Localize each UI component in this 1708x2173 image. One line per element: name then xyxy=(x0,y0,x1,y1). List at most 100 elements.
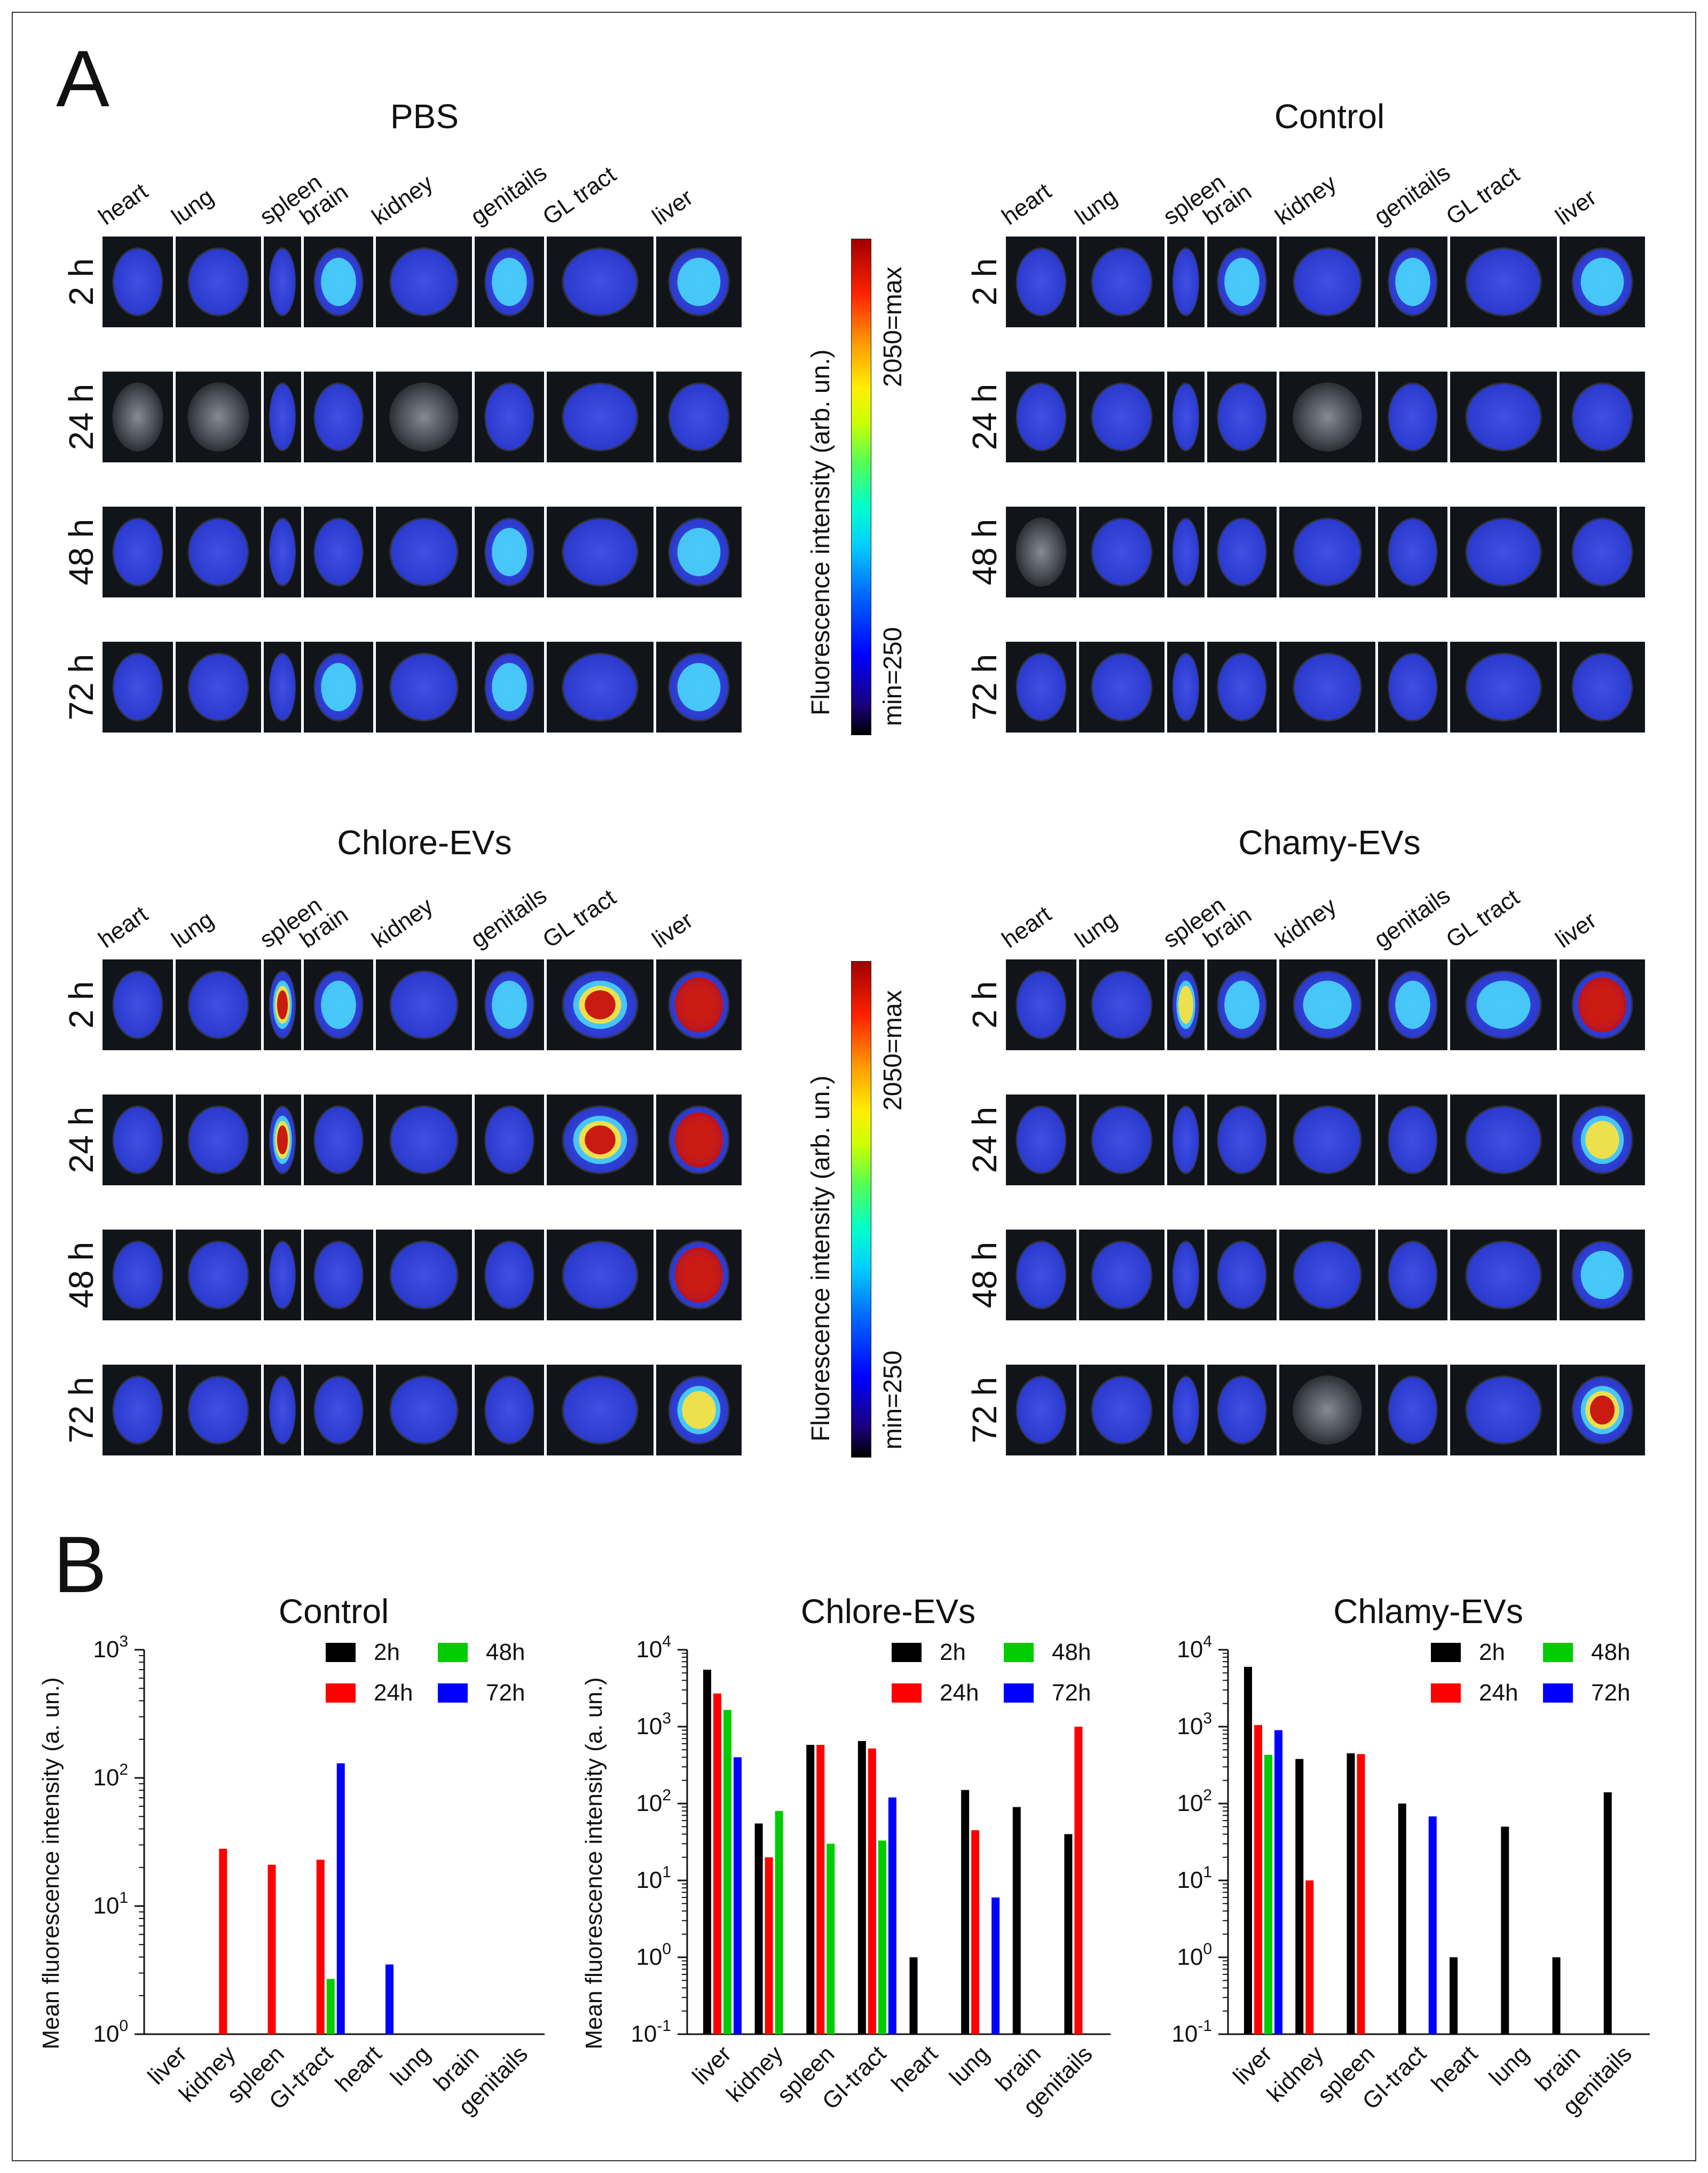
signal-max xyxy=(277,990,288,1020)
signal-low xyxy=(113,654,162,720)
colorbar-bottom-max: 2050=max xyxy=(879,990,907,1111)
organ-image xyxy=(1079,372,1164,462)
organ-image xyxy=(376,642,472,733)
signal-max xyxy=(585,990,616,1020)
signal-low xyxy=(1017,1242,1066,1308)
signal-low xyxy=(189,1107,248,1173)
organ-image xyxy=(1450,1095,1557,1185)
signal-low xyxy=(1467,519,1540,585)
signal-low xyxy=(1017,972,1066,1038)
signal-low xyxy=(270,519,295,585)
bar-charts-panel: Control 100 101 102 103 Mean fluorescence int… xyxy=(38,1592,1650,2120)
signal-low xyxy=(391,1242,457,1308)
legend-label: 48h xyxy=(486,1639,525,1665)
grid-title: Chamy-EVs xyxy=(1238,823,1420,862)
organ-image xyxy=(1279,372,1375,462)
signal-low xyxy=(113,972,162,1038)
timepoint-label: 2 h xyxy=(62,981,100,1029)
organ-image xyxy=(1279,1230,1375,1320)
organ-image xyxy=(1006,1365,1076,1455)
colorbar-bottom-min: min=250 xyxy=(879,1350,907,1450)
organ-image xyxy=(1378,1365,1447,1455)
signal-mid xyxy=(321,257,356,306)
timepoint-label: 72 h xyxy=(62,1377,100,1444)
signal-low xyxy=(1218,384,1266,450)
bar-2h-kidney xyxy=(754,1823,763,2034)
organ-label: GL tract xyxy=(1442,161,1524,230)
organ-label: kidney xyxy=(1271,170,1341,230)
organ-image xyxy=(264,237,301,327)
colorbar-bottom xyxy=(851,961,871,1458)
legend-swatch-24h xyxy=(326,1683,356,1703)
signal-high xyxy=(1178,986,1193,1024)
organ-image xyxy=(1560,1230,1645,1320)
bar-2h-kidney xyxy=(1295,1759,1304,2034)
organ-image xyxy=(1079,959,1164,1050)
signal-low xyxy=(1173,1242,1199,1308)
organ-image xyxy=(103,1230,173,1320)
signal-low xyxy=(1467,654,1540,720)
organ-image xyxy=(376,507,472,597)
organ-image xyxy=(656,1230,742,1320)
organ-label: genitails xyxy=(466,159,552,230)
signal-low xyxy=(485,384,533,450)
organ-image xyxy=(475,372,544,462)
signal-low xyxy=(1173,1107,1199,1173)
y-tick-label: 10-1 xyxy=(631,2017,671,2047)
signal-low xyxy=(391,1377,457,1443)
x-tick-label: lung xyxy=(1484,2041,1534,2090)
bar-48h-liver xyxy=(1264,1754,1272,2034)
organ-image xyxy=(1167,372,1205,462)
bar-72h-heart xyxy=(385,1964,393,2034)
organ-image xyxy=(1450,237,1557,327)
organ-image xyxy=(1207,642,1277,733)
signal-low xyxy=(1467,249,1540,315)
organ-image xyxy=(475,1230,544,1320)
organ-label: GL tract xyxy=(1442,884,1524,953)
timepoint-label: 2 h xyxy=(965,981,1004,1029)
signal-low xyxy=(1173,384,1199,450)
signal-low xyxy=(113,1377,162,1443)
signal-low xyxy=(189,1242,248,1308)
signal-low xyxy=(1294,249,1360,315)
organ-image xyxy=(547,1365,654,1455)
signal-low xyxy=(1389,384,1437,450)
legend-swatch-2h xyxy=(326,1643,356,1662)
signal-low xyxy=(270,1377,295,1443)
signal-low xyxy=(1467,1107,1540,1173)
organ-image xyxy=(475,959,544,1050)
organ-image xyxy=(656,642,742,733)
y-tick-label: 100 xyxy=(636,1940,671,1970)
signal-low xyxy=(1294,519,1360,585)
signal-low xyxy=(1017,384,1066,450)
legend-label: 2h xyxy=(374,1639,400,1665)
organ-image xyxy=(304,1365,373,1455)
organ-image xyxy=(264,507,301,597)
timepoint-label: 72 h xyxy=(62,654,100,721)
signal-low xyxy=(1017,1107,1066,1173)
organ-image xyxy=(1560,1095,1645,1185)
bar-24h-spleen xyxy=(1357,1754,1365,2034)
legend-swatch-72h xyxy=(438,1683,468,1703)
organ-label: kidney xyxy=(367,893,438,953)
signal-low xyxy=(314,1242,363,1308)
y-tick-label: 10-1 xyxy=(1171,2017,1212,2047)
organ-image xyxy=(1167,507,1205,597)
timepoint-label: 48 h xyxy=(965,519,1004,586)
x-tick-label: kidney xyxy=(721,2041,788,2107)
organ-image xyxy=(1450,959,1557,1050)
organ-image xyxy=(1079,237,1164,327)
organ-image xyxy=(176,642,261,733)
organ-label: kidney xyxy=(367,170,438,230)
x-tick-label: heart xyxy=(886,2041,943,2097)
signal-low xyxy=(485,1242,533,1308)
organ-image xyxy=(1079,1230,1164,1320)
organ-image xyxy=(1378,507,1447,597)
signal-low xyxy=(1294,654,1360,720)
timepoint-label: 24 h xyxy=(965,1107,1004,1174)
x-tick-label: heart xyxy=(1426,2041,1483,2097)
organ-image xyxy=(1279,642,1375,733)
signal-low xyxy=(314,519,363,585)
bar-2h-lung xyxy=(961,1790,970,2034)
